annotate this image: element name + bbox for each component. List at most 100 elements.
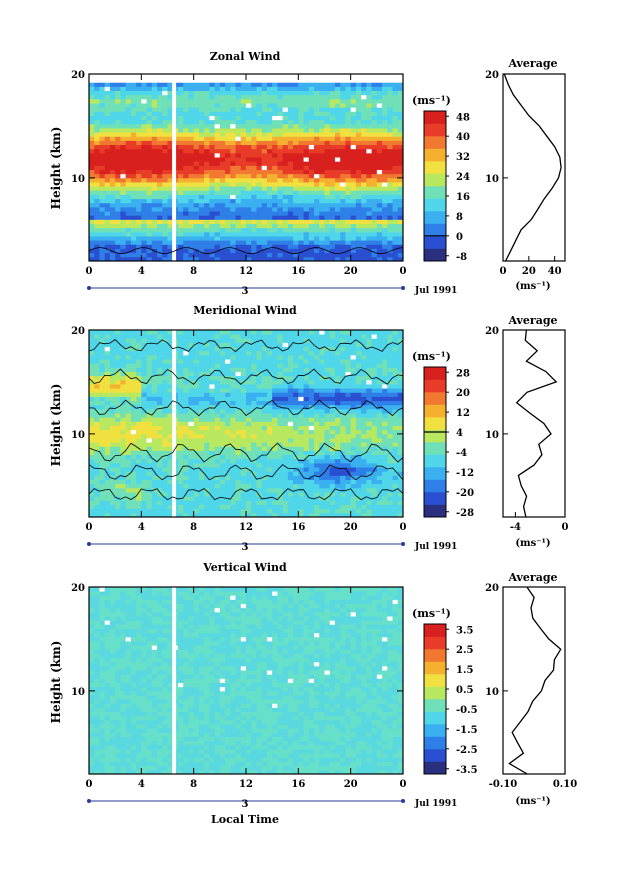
heatmap-cell [272,152,278,158]
heatmap-cell [162,136,168,141]
heatmap-cell [225,346,231,352]
heatmap-cell [183,186,189,191]
heatmap-cell [256,334,263,339]
heatmap-cell [261,157,268,162]
heatmap-cell [125,248,132,254]
heatmap-cell [277,446,284,451]
heatmap-cell [277,334,284,339]
heatmap-cell [141,404,147,410]
heatmap-cell [146,429,153,435]
heatmap-cell [146,413,153,418]
heatmap-cell [303,186,310,191]
heatmap-cell [115,375,121,381]
heatmap-cell [298,388,304,393]
heatmap-cell [256,248,263,254]
heatmap-cell [246,413,252,418]
heatmap-cell [115,346,121,352]
heatmap-cell [204,438,210,443]
heatmap-cell [387,194,393,200]
heatmap-cell [157,157,163,162]
heatmap-cell [99,144,106,150]
heatmap-cell [136,206,142,212]
heatmap-cell [130,161,137,166]
heatmap-cell [89,454,95,460]
heatmap-cell [230,94,236,100]
heatmap-cell [287,467,294,472]
heatmap-cell [324,223,331,229]
heatmap-cell [308,103,315,108]
heatmap-cell [188,334,195,339]
heatmap-cell [340,173,346,179]
heatmap-cell [214,231,221,237]
heatmap-cell [136,479,142,485]
heatmap-cell [298,74,304,79]
heatmap-cell [99,454,106,460]
heatmap-cell [240,219,247,224]
heatmap-cell [214,115,221,121]
heatmap-cell [340,408,346,414]
heatmap-cell [251,384,257,389]
heatmap-cell [340,161,346,166]
heatmap-cell [115,115,121,121]
colorbar-swatch [424,223,446,237]
heatmap-cell [277,107,284,112]
heatmap-cell [130,115,137,121]
heatmap-cell [235,173,242,179]
heatmap-cell [361,177,367,183]
heatmap-cell [167,350,174,356]
heatmap-cell [246,152,252,158]
heatmap-cell [392,173,399,179]
heatmap-cell [120,408,127,414]
heatmap-cell [240,182,247,187]
heatmap-cell [261,128,268,133]
heatmap-cell [99,94,106,100]
heatmap-cell [162,371,168,377]
heatmap-cell [350,202,357,208]
heatmap-cell [198,103,205,108]
heatmap-cell [319,334,325,339]
heatmap-cell [146,215,153,220]
heatmap-cell [319,78,325,83]
heatmap-cell [183,98,189,104]
heatmap-cell [130,236,137,241]
heatmap-cell [109,446,116,451]
heatmap-cell [157,500,163,505]
heatmap-cell [177,90,184,96]
heatmap-cell [230,425,236,431]
heatmap-cell [324,74,331,79]
heatmap-cell [109,78,116,83]
heatmap-cell [324,392,331,397]
heatmap-cell [355,74,362,79]
heatmap-cell [319,248,325,254]
heatmap-cell [104,86,111,92]
heatmap-cell [193,413,200,418]
heatmap-cell [125,94,132,100]
heatmap-cell [314,132,320,137]
heatmap-cell [350,219,357,224]
heatmap-cell [277,433,284,439]
heatmap-cell [314,103,320,108]
heatmap-cell [136,359,142,364]
heatmap-cell [120,417,127,422]
heatmap-cell [319,475,325,480]
heatmap-cell [130,119,137,125]
heatmap-cell [141,425,147,431]
heatmap-cell [324,442,331,447]
heatmap-cell [162,487,168,493]
heatmap-cell [109,417,116,422]
heatmap-cell [193,244,200,249]
heatmap-cell [157,413,163,418]
heatmap-cell [240,475,247,480]
heatmap-cell [151,148,158,154]
panel-title: Meridional Wind [193,304,297,317]
heatmap-cell [157,442,163,447]
heatmap-cell [204,128,210,133]
heatmap-cell [366,123,372,129]
heatmap-cell [371,244,378,249]
heatmap-cell [99,123,106,129]
heatmap-cell [115,215,121,220]
heatmap-cell [272,429,278,435]
heatmap-cell [324,123,331,129]
heatmap-cell [198,148,205,154]
heatmap-cell [350,119,357,125]
